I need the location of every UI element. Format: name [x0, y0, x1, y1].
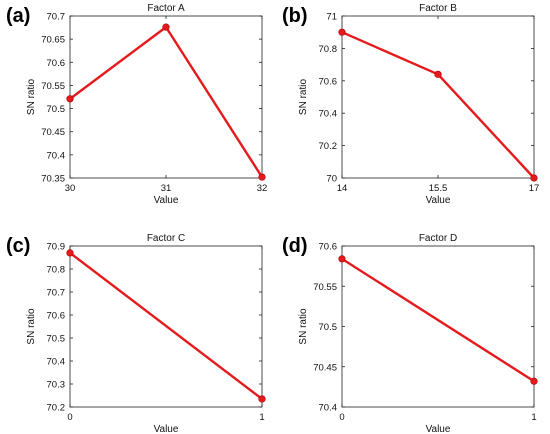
x-tick-label: 31: [161, 183, 172, 194]
y-axis-label: SN ratio: [26, 79, 37, 116]
y-axis-label: SN ratio: [298, 308, 309, 345]
y-tick-label: 70.45: [313, 362, 337, 373]
x-tick-label: 30: [65, 183, 76, 194]
chart-title: Factor A: [147, 3, 185, 14]
y-tick-label: 70.8: [47, 265, 66, 276]
y-tick-label: 70.4: [47, 357, 66, 368]
y-tick-label: 70.4: [319, 403, 338, 414]
data-point: [530, 174, 538, 182]
y-tick-label: 70.6: [47, 58, 66, 69]
data-point: [338, 255, 346, 263]
data-point: [258, 395, 266, 403]
y-tick-label: 70.3: [47, 380, 66, 391]
data-point: [258, 173, 266, 181]
axes-box: [69, 15, 263, 179]
series-line: [341, 257, 535, 383]
axes-box: [69, 245, 263, 408]
panel-2: (c) Factor C 70.2 70.3 70.4 70.5 70.6 70.7 70.8 7…: [6, 233, 266, 434]
x-axis-label: Value: [154, 195, 179, 206]
y-tick-label: 70.8: [319, 44, 338, 55]
y-tick-label: 70: [326, 174, 337, 185]
x-axis-label: Value: [154, 424, 179, 434]
data-point: [162, 23, 170, 31]
chart-title: Factor D: [419, 233, 457, 244]
panel-label: (c): [6, 235, 30, 257]
y-tick-label: 70.65: [41, 35, 65, 46]
y-tick-label: 70.5: [47, 334, 66, 345]
series-line: [69, 251, 263, 400]
data-point: [530, 377, 538, 385]
x-tick-label: 32: [257, 183, 268, 194]
y-tick-label: 71: [326, 12, 337, 23]
axes-box: [341, 245, 535, 408]
series-line: [341, 31, 535, 179]
y-tick-label: 70.55: [313, 282, 337, 293]
x-tick-label: 0: [67, 412, 72, 423]
y-tick-label: 70.7: [47, 12, 66, 23]
chart-title: Factor C: [147, 233, 185, 244]
y-axis-label: SN ratio: [298, 79, 309, 116]
data-point: [66, 95, 74, 103]
axes-box: [341, 15, 535, 179]
y-tick-label: 70.2: [47, 403, 66, 414]
data-point: [338, 28, 346, 36]
data-point: [66, 249, 74, 257]
panel-3: (d) Factor D 70.4 70.45 70.5 70.55 70.6 0 1 Value…: [282, 233, 538, 434]
panel-label: (d): [282, 235, 308, 257]
chart-title: Factor B: [419, 3, 457, 14]
x-tick-label: 1: [259, 412, 264, 423]
y-axis-label: SN ratio: [26, 308, 37, 345]
y-tick-label: 70.6: [319, 76, 338, 87]
y-tick-label: 70.4: [319, 109, 338, 120]
x-tick-label: 14: [337, 183, 348, 194]
data-point: [434, 70, 442, 78]
y-tick-label: 70.45: [41, 127, 65, 138]
y-tick-label: 70.4: [47, 150, 66, 161]
x-axis-label: Value: [426, 424, 451, 434]
y-tick-label: 70.55: [41, 81, 65, 92]
panel-1: (b) Factor B 70 70.2 70.4 70.6 70.8 71 14 15.5 17 V…: [282, 3, 539, 206]
y-tick-label: 70.5: [319, 322, 338, 333]
y-tick-label: 70.35: [41, 174, 65, 185]
x-tick-label: 17: [529, 183, 540, 194]
x-tick-label: 15.5: [429, 183, 448, 194]
panel-label: (b): [282, 5, 308, 27]
y-tick-label: 70.9: [47, 242, 66, 253]
y-tick-label: 70.7: [47, 288, 66, 299]
y-tick-label: 70.2: [319, 141, 338, 152]
y-tick-label: 70.6: [319, 242, 338, 253]
y-tick-label: 70.6: [47, 311, 66, 322]
x-tick-label: 0: [339, 412, 344, 423]
panel-label: (a): [6, 5, 30, 27]
x-axis-label: Value: [426, 195, 451, 206]
series-line: [69, 25, 264, 178]
y-tick-label: 70.5: [47, 104, 66, 115]
x-tick-label: 1: [531, 412, 536, 423]
panel-0: (a) Factor A 70.35 70.4 70.45 70.5 70.55 70.6 70…: [6, 3, 267, 206]
